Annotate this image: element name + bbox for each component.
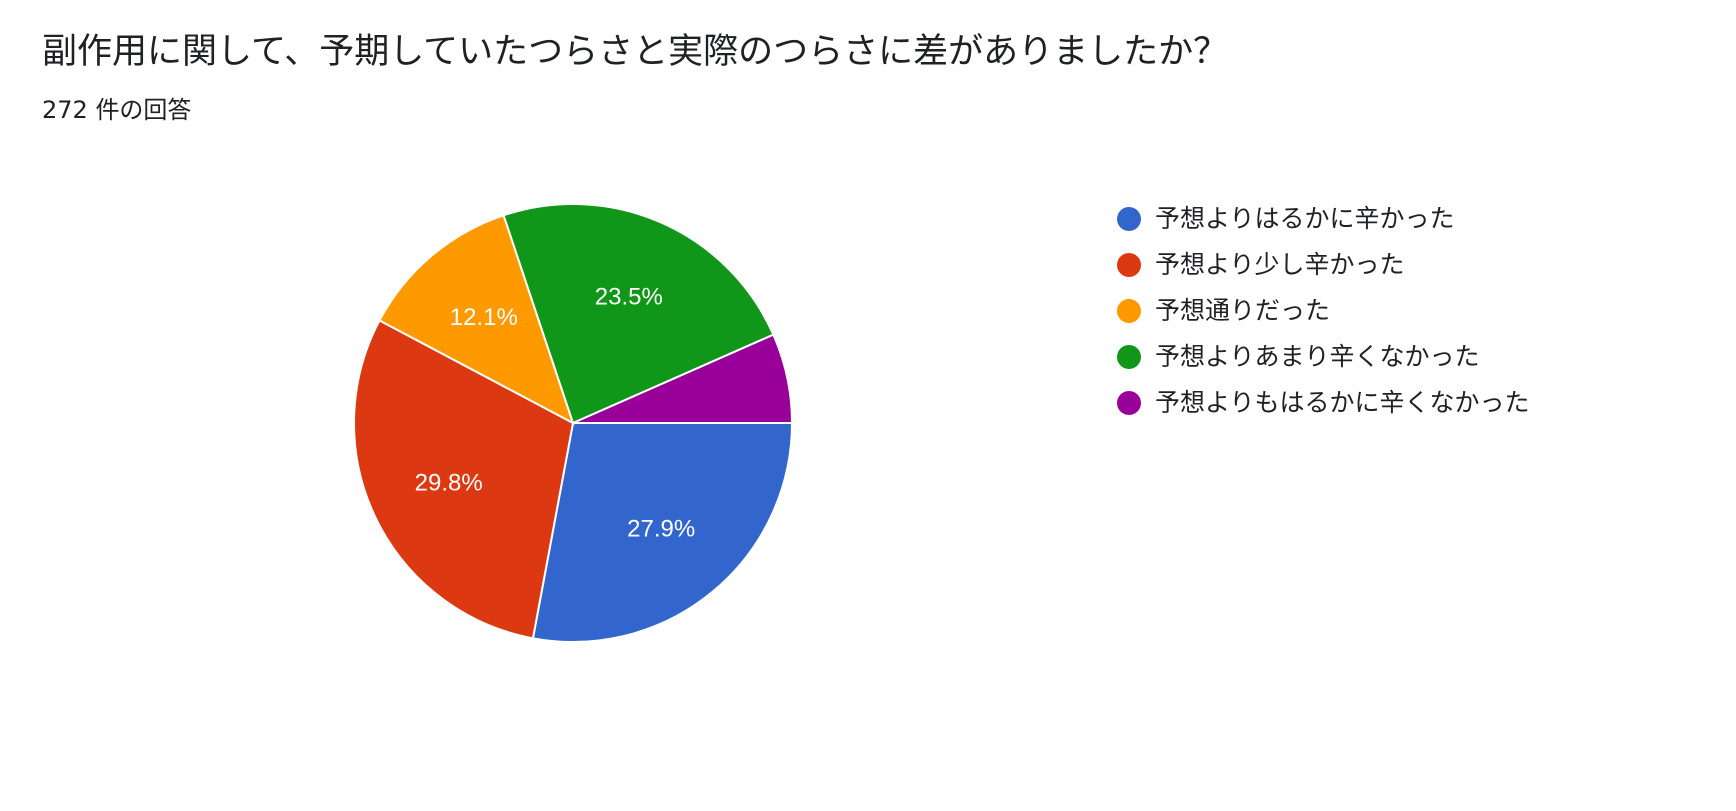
slice-label-2: 29.8% — [415, 470, 483, 497]
slice-label-1: 27.9% — [627, 516, 695, 543]
pie-data-labels: 27.9% 29.8% 12.1% 23.5% — [415, 283, 696, 542]
legend-item-2[interactable]: 予想より少し辛かった — [1117, 242, 1530, 288]
legend-swatch-icon — [1117, 391, 1141, 415]
pie-slice-3[interactable] — [378, 214, 575, 426]
legend-item-1[interactable]: 予想よりはるかに辛かった — [1117, 196, 1530, 242]
response-count: 272 件の回答 — [42, 96, 192, 124]
chart-title: 副作用に関して、予期していたつらさと実際のつらさに差がありましたか？ — [42, 32, 1229, 72]
legend-swatch-icon — [1117, 253, 1141, 277]
pie-slices — [353, 203, 794, 643]
pie-slice-4[interactable] — [502, 203, 775, 425]
legend-label: 予想よりあまり辛くなかった — [1155, 342, 1480, 371]
chart-legend: 予想よりはるかに辛かった 予想より少し辛かった 予想通りだった予想よりあまり辛くなか… — [1117, 196, 1530, 426]
legend-item-4[interactable]: 予想よりあまり辛くなかった — [1117, 334, 1530, 380]
legend-swatch-icon — [1117, 299, 1141, 323]
pie-slice-1[interactable] — [531, 422, 794, 643]
slice-label-3: 12.1% — [450, 304, 518, 331]
legend-label: 予想よりはるかに辛かった — [1155, 204, 1455, 233]
slice-label-4: 23.5% — [595, 283, 663, 310]
legend-label: 予想より少し辛かった — [1155, 250, 1405, 279]
pie-slice-2[interactable] — [353, 319, 575, 640]
legend-label: 予想通りだった — [1155, 296, 1331, 325]
legend-item-5[interactable]: 予想よりもはるかに辛くなかった — [1117, 380, 1530, 426]
legend-item-3[interactable]: 予想通りだった — [1117, 288, 1530, 334]
pie-slice-5[interactable] — [572, 333, 794, 424]
legend-label: 予想よりもはるかに辛くなかった — [1155, 388, 1530, 417]
legend-swatch-icon — [1117, 207, 1141, 231]
legend-swatch-icon — [1117, 345, 1141, 369]
